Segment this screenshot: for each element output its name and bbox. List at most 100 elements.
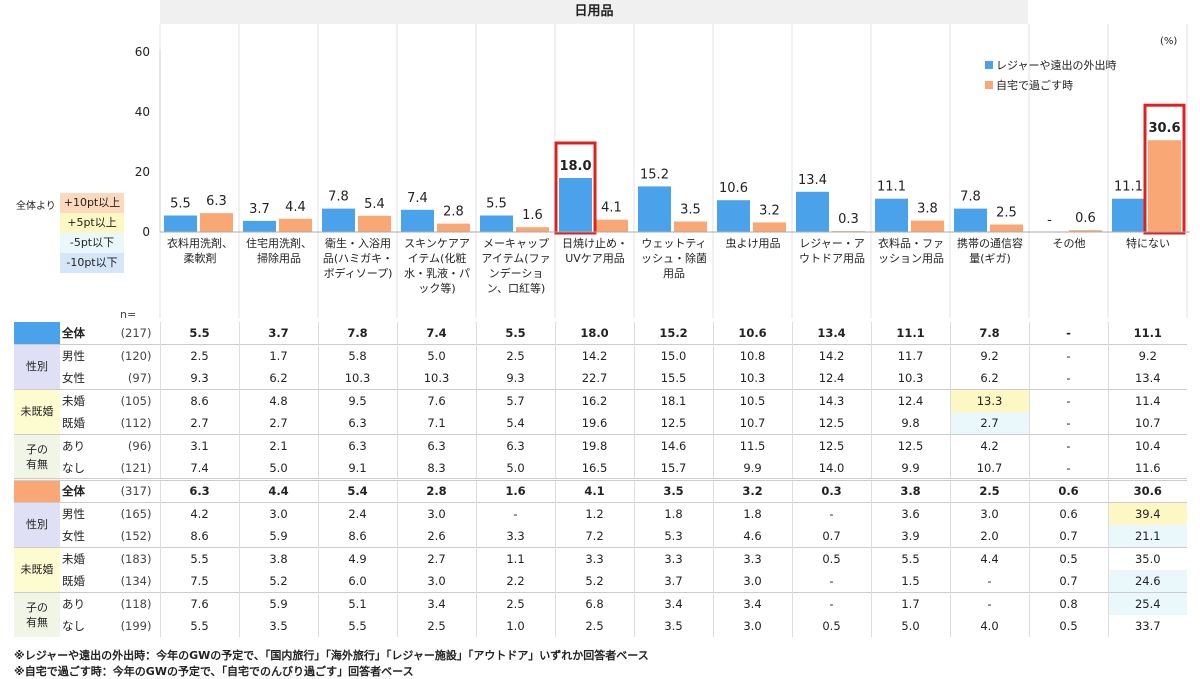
table-cell: 5.4 [475, 412, 555, 435]
data-label: 5.5 [486, 197, 507, 212]
table-cell: 13.4 [1107, 367, 1187, 390]
footnote: ※自宅で過ごす時：今年のGWの予定で、「自宅でのんびり過ごす」回答者ベース [14, 665, 414, 678]
table-cell: 4.2 [159, 501, 239, 525]
data-label: 10.6 [719, 181, 748, 196]
table-cell: 2.7 [159, 412, 239, 435]
table-cell: 9.2 [1107, 344, 1187, 367]
table-cell: 4.2 [949, 434, 1029, 457]
highlight-box [554, 141, 597, 235]
row-label: 未婚 [60, 546, 92, 570]
legend-label: 自宅で過ごす時 [996, 79, 1074, 92]
table-cell: 35.0 [1107, 546, 1187, 570]
table-row: 既婚 (112) 2.7 2.7 6.3 7.1 5.4 19.6 12.5 10.7 12.5 9.… [14, 412, 1187, 435]
data-label: 7.8 [328, 190, 349, 205]
table-cell: 3.3 [712, 546, 792, 570]
category-label: 衣料用洗剤、柔軟剤 [167, 237, 233, 265]
category-label: スキンケアアイテム(化粧水・乳液・パック等) [404, 237, 470, 295]
table-cell: 3.0 [712, 569, 792, 592]
row-label: 女性 [62, 528, 85, 543]
category-label: 衛生・入浴用品(ハミガキ・ボディソープ) [322, 237, 394, 280]
data-label: 30.6 [1148, 121, 1180, 136]
table-cell: 7.4 [159, 457, 239, 480]
data-label: 0.3 [838, 212, 859, 227]
bar-leisure [164, 215, 197, 232]
table-cell: 3.5 [633, 614, 713, 637]
data-label: 11.1 [1114, 180, 1143, 195]
bar-leisure [717, 200, 750, 232]
diff-legend-title: 全体より [16, 201, 56, 212]
sample-size: (217) [120, 326, 152, 340]
table-cell: 1.8 [712, 501, 792, 525]
n-label: n= [120, 308, 137, 321]
series-swatch [14, 322, 60, 345]
table-cell: 9.1 [317, 457, 397, 480]
table-cell: 3.2 [712, 478, 792, 502]
table-cell: 6.3 [475, 434, 555, 457]
table-cell: 10.6 [712, 322, 792, 345]
table-cell: 2.2 [475, 569, 555, 592]
table-cell: 5.3 [633, 524, 713, 547]
table-cell: 6.3 [396, 434, 476, 457]
table-cell: 3.8 [870, 478, 950, 502]
table-cell: 3.3 [554, 546, 634, 570]
table-cell: 5.0 [238, 457, 318, 480]
sample-size: (112) [120, 416, 152, 430]
table-cell: 2.5 [396, 614, 476, 637]
group-label: 性別 [14, 344, 60, 390]
table-cell: 3.4 [396, 591, 476, 615]
row-label: 全体 [60, 478, 92, 502]
table-cell: 2.7 [949, 412, 1029, 435]
table-row: 子の有無 あり (96) 3.1 2.1 6.3 6.3 6.3 19.8 14.6 11.5 12.… [14, 434, 1187, 480]
table-cell: 10.7 [949, 457, 1029, 480]
table-cell: 10.3 [317, 367, 397, 390]
table-cell: 5.9 [238, 524, 318, 547]
table-cell: 4.4 [238, 478, 318, 502]
unit-label: (%) [1160, 36, 1178, 47]
row-label: あり [60, 434, 92, 457]
table-cell: 9.2 [949, 344, 1029, 367]
table-cell: 3.7 [633, 569, 713, 592]
table-cell: 2.1 [238, 434, 318, 457]
row-label: 既婚 [62, 573, 85, 588]
table-cell: 4.0 [949, 614, 1029, 637]
table-cell: 11.5 [712, 434, 792, 457]
table-cell: 6.3 [317, 434, 397, 457]
table-cell: 8.6 [159, 389, 239, 412]
data-label: 3.2 [759, 203, 780, 218]
table-cell: 5.5 [159, 614, 239, 637]
table-row: 未既婚 未婚 (105) 8.6 4.8 9.5 7.6 5.7 16.2 18.1 10.5 14.… [14, 389, 1187, 435]
diff-legend-plus5: +5pt以上 [60, 213, 124, 233]
table-cell: 10.7 [1107, 412, 1187, 435]
table-cell: - [475, 501, 555, 525]
highlight-box [1143, 103, 1186, 235]
table-cell: 2.7 [396, 546, 476, 570]
bar-leisure [401, 209, 434, 232]
y-tick-label: 40 [134, 105, 150, 119]
group-label: 未既婚 [14, 546, 60, 592]
table-cell: - [1028, 344, 1108, 367]
table-cell: - [1028, 367, 1108, 390]
data-label: 7.4 [407, 191, 428, 206]
chart-title: 日用品 [160, 0, 1028, 24]
table-cell: 0.5 [1028, 614, 1108, 637]
table-cell: 5.4 [317, 478, 397, 502]
table-cell: 2.5 [554, 614, 634, 637]
table-cell: 6.0 [317, 569, 397, 592]
table-cell: 14.2 [554, 344, 634, 367]
data-label: 0.6 [1075, 211, 1096, 226]
table-cell: 15.2 [633, 322, 713, 345]
table-cell: 1.1 [475, 546, 555, 570]
table-cell: 15.7 [633, 457, 713, 480]
table-cell: 6.3 [159, 478, 239, 502]
legend-swatch-home [985, 81, 993, 89]
bar-leisure [243, 220, 276, 232]
table-cell: 1.2 [554, 501, 634, 525]
group-label-text: 性別 [26, 517, 48, 531]
data-label: 4.4 [285, 200, 306, 215]
table-cell: 10.3 [712, 367, 792, 390]
table-cell: 3.4 [633, 591, 713, 615]
data-label: 6.3 [206, 194, 227, 209]
table-cell: 3.0 [712, 614, 792, 637]
legend-item-leisure: レジャーや遠出の外出時 [985, 56, 1116, 76]
data-label: 3.7 [249, 202, 270, 217]
